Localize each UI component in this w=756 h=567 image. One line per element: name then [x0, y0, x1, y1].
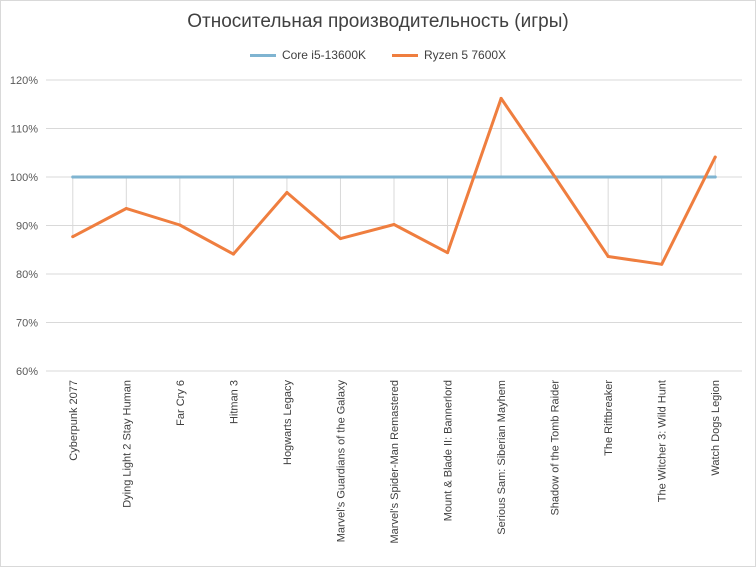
- data-point-core-i5: [338, 175, 342, 179]
- data-point-ryzen-5: [499, 96, 503, 100]
- legend-label-ryzen-5: Ryzen 5 7600X: [424, 48, 507, 62]
- data-point-ryzen-5: [338, 237, 342, 241]
- x-tick-label: Hogwarts Legacy: [282, 380, 294, 465]
- x-tick-label: Mount & Blade II: Bannerlord: [443, 380, 455, 521]
- data-point-core-i5: [713, 175, 717, 179]
- data-point-core-i5: [231, 175, 235, 179]
- legend-item-core-i5: Core i5-13600K: [249, 48, 366, 62]
- y-tick-label: 60%: [16, 366, 38, 378]
- x-tick-label: Shadow of the Tomb Raider: [550, 380, 562, 516]
- data-point-core-i5: [446, 175, 450, 179]
- y-tick-label: 80%: [16, 269, 38, 281]
- data-point-core-i5: [124, 175, 128, 179]
- legend-item-ryzen-5: Ryzen 5 7600X: [392, 48, 506, 62]
- data-point-ryzen-5: [124, 207, 128, 211]
- x-tick-label: Cyberpunk 2077: [68, 380, 80, 461]
- x-tick-label: Far Cry 6: [175, 380, 187, 426]
- y-tick-label: 70%: [16, 318, 38, 330]
- data-point-core-i5: [392, 175, 396, 179]
- data-point-ryzen-5: [71, 235, 75, 239]
- x-tick-label: The Witcher 3: Wild Hunt: [657, 380, 669, 502]
- data-point-ryzen-5: [285, 191, 289, 195]
- data-point-ryzen-5: [178, 223, 182, 227]
- legend: Core i5-13600K Ryzen 5 7600X: [1, 48, 755, 62]
- data-point-core-i5: [606, 175, 610, 179]
- x-tick-label: Watch Dogs Legion: [710, 380, 722, 476]
- y-tick-label: 110%: [11, 124, 39, 136]
- data-point-ryzen-5: [713, 155, 717, 159]
- data-point-ryzen-5: [392, 223, 396, 227]
- chart-title: Относительная производительность (игры): [187, 11, 569, 32]
- y-tick-label: 90%: [16, 221, 38, 233]
- data-point-core-i5: [178, 175, 182, 179]
- data-point-ryzen-5: [553, 175, 557, 179]
- x-tick-label: Hitman 3: [228, 380, 240, 424]
- y-tick-label: 100%: [10, 172, 38, 184]
- data-point-core-i5: [71, 175, 75, 179]
- legend-swatch-core-i5: [249, 53, 276, 57]
- data-point-ryzen-5: [606, 255, 610, 259]
- data-point-ryzen-5: [231, 252, 235, 256]
- x-tick-label: Marvel's Guardians of the Galaxy: [335, 380, 347, 543]
- data-point-ryzen-5: [446, 251, 450, 255]
- x-tick-label: Dying Light 2 Stay Human: [121, 380, 133, 508]
- x-tick-label: Serious Sam: Siberian Mayhem: [496, 380, 508, 535]
- y-tick-label: 120%: [10, 75, 38, 87]
- legend-swatch-ryzen-5: [392, 53, 418, 57]
- legend-label-core-i5: Core i5-13600K: [281, 48, 366, 62]
- data-point-core-i5: [499, 175, 503, 179]
- data-point-core-i5: [660, 175, 664, 179]
- data-point-ryzen-5: [660, 262, 664, 266]
- x-tick-label: The Riftbreaker: [603, 380, 615, 456]
- data-point-core-i5: [285, 175, 289, 179]
- x-tick-label: Marvel's Spider-Man Remastered: [389, 380, 401, 544]
